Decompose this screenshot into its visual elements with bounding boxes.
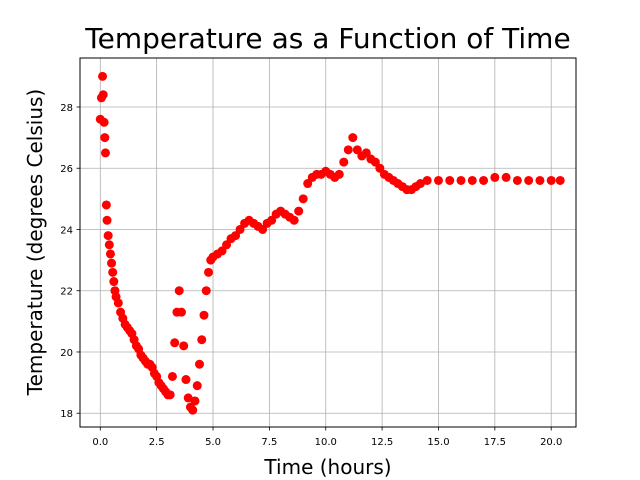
data-point xyxy=(546,175,556,185)
chart-title: Temperature as a Function of Time xyxy=(84,22,570,55)
data-point xyxy=(415,179,425,189)
data-point xyxy=(190,396,200,406)
y-tick-label: 18 xyxy=(60,409,73,420)
data-point xyxy=(176,307,186,317)
data-point xyxy=(199,310,209,320)
data-point xyxy=(108,267,118,277)
data-point xyxy=(501,172,511,182)
y-tick-label: 24 xyxy=(60,225,73,236)
data-point xyxy=(107,258,117,268)
data-point xyxy=(298,194,308,204)
data-point xyxy=(294,206,304,216)
data-point xyxy=(192,381,202,391)
x-tick-label: 15.0 xyxy=(427,437,449,448)
data-point xyxy=(170,338,180,348)
data-point xyxy=(204,267,214,277)
data-point xyxy=(479,175,489,185)
y-axis-label: Temperature (degrees Celsius) xyxy=(23,89,47,396)
data-point xyxy=(102,215,112,225)
data-point xyxy=(490,172,500,182)
data-point xyxy=(422,175,432,185)
data-point xyxy=(289,215,299,225)
data-point xyxy=(101,200,111,210)
y-tick-label: 26 xyxy=(60,164,73,175)
data-point xyxy=(104,240,114,250)
x-tick-label: 0.0 xyxy=(92,437,108,448)
data-point xyxy=(339,157,349,167)
data-point xyxy=(535,175,545,185)
x-axis-label: Time (hours) xyxy=(263,455,391,479)
data-point xyxy=(105,249,115,259)
data-point xyxy=(343,145,353,155)
data-point xyxy=(512,175,522,185)
x-axis-ticks: 0.0 2.5 5.0 7.5 10.0 12.5 15.0 17.5 20.0 xyxy=(92,427,562,448)
x-tick-label: 5.0 xyxy=(205,437,221,448)
data-point xyxy=(167,371,177,381)
x-tick-label: 7.5 xyxy=(261,437,277,448)
x-tick-label: 12.5 xyxy=(371,437,393,448)
plot-frame xyxy=(79,57,577,428)
x-tick-label: 10.0 xyxy=(315,437,337,448)
data-point xyxy=(201,286,211,296)
data-point xyxy=(524,175,534,185)
x-tick-label: 20.0 xyxy=(540,437,562,448)
x-tick-label: 2.5 xyxy=(149,437,165,448)
y-tick-label: 28 xyxy=(60,103,73,114)
data-point xyxy=(99,117,109,127)
data-point xyxy=(555,175,565,185)
data-point xyxy=(103,231,113,241)
data-point xyxy=(194,359,204,369)
data-point xyxy=(181,375,191,385)
data-points xyxy=(95,71,565,415)
y-axis-ticks: 18 20 22 24 26 28 xyxy=(60,103,80,420)
data-point xyxy=(433,175,443,185)
data-point xyxy=(183,393,193,403)
data-point xyxy=(98,71,108,81)
data-point xyxy=(197,335,207,345)
y-tick-label: 20 xyxy=(60,348,73,359)
data-point xyxy=(467,175,477,185)
x-tick-label: 17.5 xyxy=(484,437,506,448)
data-point xyxy=(179,341,189,351)
data-point xyxy=(456,175,466,185)
data-point xyxy=(348,133,358,143)
data-point xyxy=(334,169,344,179)
data-point xyxy=(188,405,198,415)
data-point xyxy=(100,148,110,158)
data-point xyxy=(113,298,123,308)
y-tick-label: 22 xyxy=(60,287,73,298)
data-point xyxy=(98,90,108,100)
data-point xyxy=(109,277,119,287)
data-point xyxy=(100,133,110,143)
data-point xyxy=(165,390,175,400)
data-point xyxy=(174,286,184,296)
data-point xyxy=(445,175,455,185)
